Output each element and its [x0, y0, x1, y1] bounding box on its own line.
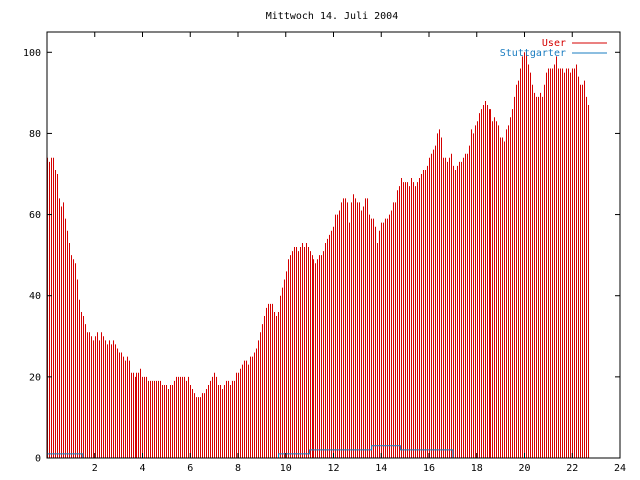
x-tick-label: 22	[566, 463, 578, 474]
y-tick-label: 100	[23, 48, 41, 59]
y-tick-label: 80	[29, 129, 41, 140]
legend: User Stuttgarter	[500, 38, 607, 59]
user-bars	[47, 52, 589, 458]
y-tick-label: 60	[29, 210, 41, 221]
x-tick-label: 16	[423, 463, 435, 474]
y-tick-label: 20	[29, 372, 41, 383]
x-tick-label: 2	[92, 463, 98, 474]
x-tick-label: 6	[187, 463, 193, 474]
x-tick-label: 8	[235, 463, 241, 474]
legend-stuttgarter-label: Stuttgarter	[500, 48, 566, 59]
x-tick-label: 24	[614, 463, 626, 474]
x-tick-label: 14	[375, 463, 387, 474]
x-tick-label: 18	[471, 463, 483, 474]
y-tick-label: 0	[35, 454, 41, 465]
chart-title: Mittwoch 14. Juli 2004	[266, 11, 398, 22]
y-tick-label: 40	[29, 291, 41, 302]
legend-user-label: User	[542, 38, 566, 49]
x-tick-label: 20	[518, 463, 530, 474]
x-tick-label: 10	[280, 463, 292, 474]
x-tick-label: 12	[327, 463, 339, 474]
x-tick-label: 4	[139, 463, 145, 474]
